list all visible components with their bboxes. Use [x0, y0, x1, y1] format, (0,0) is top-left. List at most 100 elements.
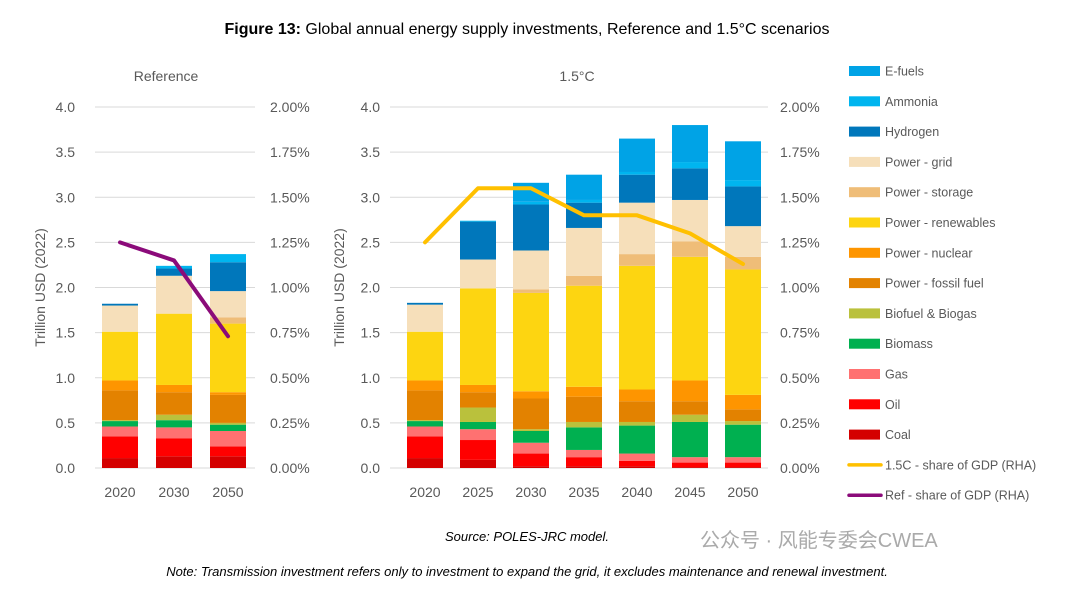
- bar-segment-coal: [407, 458, 443, 468]
- legend-item: Ammonia: [849, 95, 938, 109]
- bar-segment-ammonia: [513, 201, 549, 205]
- y2-tick-label: 0.25%: [780, 415, 820, 431]
- legend-label: Oil: [885, 398, 900, 412]
- bar-segment-power-nuclear: [210, 392, 246, 395]
- bar-segment-oil: [460, 440, 496, 460]
- chart-panels: Reference0.00.51.01.52.02.53.03.54.00.00…: [32, 68, 820, 500]
- y2-tick-label: 1.50%: [780, 189, 820, 205]
- bar-segment-hydrogen: [725, 186, 761, 227]
- bar-segment-oil: [566, 457, 602, 467]
- bar-segment-biofuel-biogas: [156, 414, 192, 421]
- bar-segment-power-fossil-fuel: [513, 398, 549, 430]
- y2-tick-label: 1.25%: [780, 234, 820, 250]
- bar-segment-power-renewables: [102, 331, 138, 381]
- x-tick-label: 2035: [568, 484, 599, 500]
- bar-segment-power-fossil-fuel: [460, 392, 496, 408]
- y2-tick-label: 2.00%: [270, 99, 310, 115]
- bar-segment-oil: [210, 446, 246, 457]
- bar-segment-power-renewables: [725, 269, 761, 395]
- bar-segment-gas: [460, 429, 496, 441]
- legend-swatch: [849, 217, 880, 228]
- y2-tick-label: 1.75%: [270, 144, 310, 160]
- bar-segment-coal: [460, 459, 496, 468]
- legend-item: Power - nuclear: [849, 246, 973, 260]
- legend-item: Biomass: [849, 337, 933, 351]
- bar-segment-e-fuels: [619, 138, 655, 172]
- y2-tick-label: 0.75%: [270, 325, 310, 341]
- bar-segment-gas: [156, 427, 192, 439]
- bar-segment-power-grid: [513, 250, 549, 290]
- bar-segment-power-nuclear: [566, 386, 602, 397]
- bar-segment-power-nuclear: [725, 394, 761, 410]
- bar-segment-coal: [725, 467, 761, 468]
- bar-segment-ammonia: [566, 199, 602, 203]
- y-tick-label: 2.5: [361, 234, 381, 250]
- legend-item: Biofuel & Biogas: [849, 307, 977, 321]
- bar-segment-power-grid: [619, 202, 655, 255]
- y-tick-label: 4.0: [56, 99, 76, 115]
- y2-tick-label: 0.00%: [270, 460, 310, 476]
- bar-segment-power-renewables: [513, 292, 549, 392]
- bar-segment-power-nuclear: [407, 380, 443, 391]
- x-tick-label: 2030: [515, 484, 546, 500]
- bar-segment-power-grid: [566, 227, 602, 276]
- bar-segment-e-fuels: [566, 174, 602, 200]
- figure-title-label: Figure 13:: [225, 21, 301, 38]
- figure-title-text: Global annual energy supply investments,…: [301, 21, 829, 38]
- legend-item: Power - fossil fuel: [849, 277, 984, 291]
- bar-segment-oil: [407, 436, 443, 459]
- y-tick-label: 0.5: [56, 415, 76, 431]
- bar-segment-power-renewables: [156, 313, 192, 385]
- bar-segment-power-nuclear: [156, 384, 192, 393]
- legend-label: E-fuels: [885, 65, 924, 79]
- bar-segment-gas: [513, 442, 549, 454]
- bar-segment-power-storage: [566, 275, 602, 286]
- share-of-gdp-line: [118, 240, 230, 339]
- bar-segment-biomass: [566, 427, 602, 450]
- x-tick-label: 2040: [621, 484, 652, 500]
- y-tick-label: 0.0: [361, 460, 381, 476]
- legend-label: Coal: [885, 428, 911, 442]
- legend-label: Hydrogen: [885, 125, 939, 139]
- bar-segment-biofuel-biogas: [566, 421, 602, 428]
- share-of-gdp-line: [423, 186, 745, 267]
- bar-segment-power-renewables: [566, 285, 602, 387]
- legend-item: 1.5C - share of GDP (RHA): [847, 458, 1036, 472]
- bar-segment-biomass: [102, 421, 138, 427]
- legend-label: Biofuel & Biogas: [885, 307, 977, 321]
- legend-item: Power - grid: [849, 155, 952, 169]
- bar-segment-power-grid: [210, 291, 246, 318]
- legend-label: Ammonia: [885, 95, 938, 109]
- bar-segment-power-storage: [513, 289, 549, 293]
- bar-segment-oil: [672, 462, 708, 468]
- y-axis-label: Trillion USD (2022): [32, 228, 48, 347]
- bar-segment-power-nuclear: [513, 391, 549, 399]
- bar-segment-power-nuclear: [619, 389, 655, 402]
- legend-swatch: [849, 96, 880, 107]
- bar-segment-ammonia: [672, 162, 708, 169]
- legend-swatch: [849, 308, 880, 319]
- bar-segment-power-fossil-fuel: [566, 396, 602, 422]
- bar-segment-power-grid: [156, 275, 192, 314]
- panel-title: Reference: [134, 68, 199, 84]
- legend-swatch: [849, 66, 880, 76]
- figure-title: Figure 13: Global annual energy supply i…: [225, 21, 830, 38]
- bar-segment-power-fossil-fuel: [725, 409, 761, 422]
- bar-segment-hydrogen: [460, 221, 496, 260]
- legend-label: Power - renewables: [885, 216, 995, 230]
- bar-segment-biomass: [513, 430, 549, 443]
- legend-item: Power - renewables: [849, 216, 995, 230]
- legend-swatch: [849, 399, 880, 410]
- legend-swatch: [849, 338, 880, 349]
- y2-tick-label: 0.50%: [270, 370, 310, 386]
- legend-swatch: [849, 429, 880, 440]
- x-tick-label: 2045: [674, 484, 705, 500]
- bar-segment-power-nuclear: [460, 384, 496, 393]
- bar-segment-biomass: [725, 424, 761, 458]
- footnote: Note: Transmission investment refers onl…: [166, 564, 888, 579]
- legend-label: Power - grid: [885, 155, 952, 169]
- legend-label: Power - nuclear: [885, 246, 973, 260]
- legend-swatch: [849, 156, 880, 167]
- legend-item: Gas: [849, 368, 908, 382]
